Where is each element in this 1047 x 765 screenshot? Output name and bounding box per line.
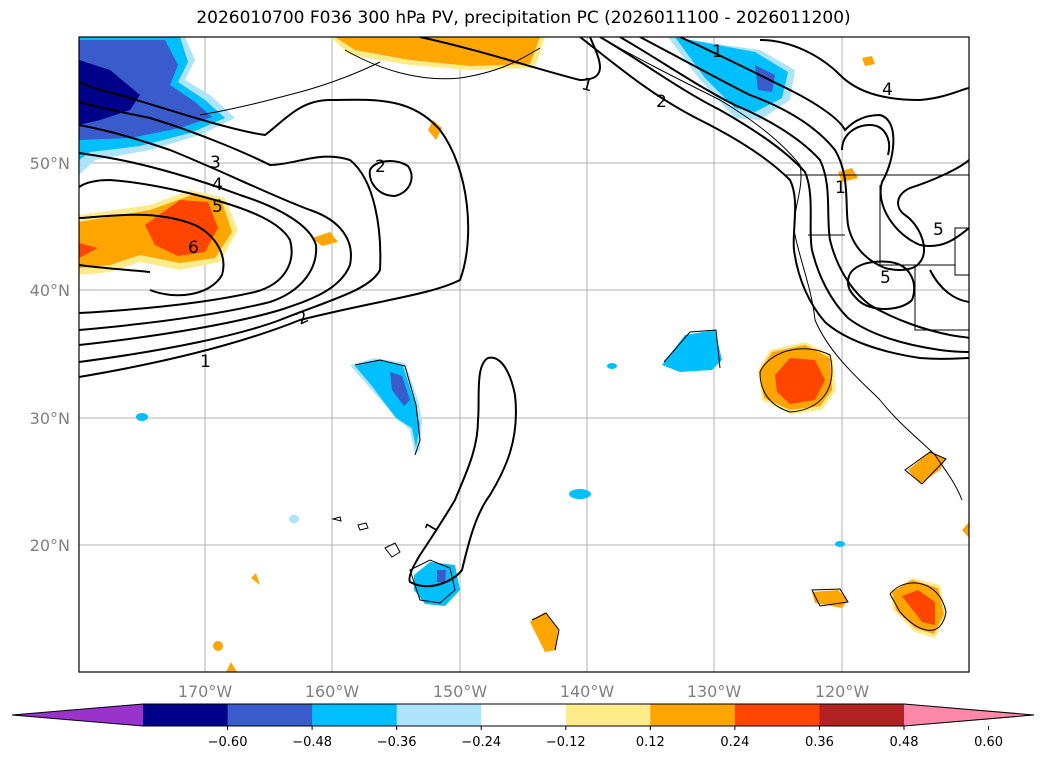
contour-label: 3 (210, 153, 221, 173)
lat-label: 50°N (30, 154, 70, 173)
contour-label: 2 (375, 157, 386, 177)
contour-label: 1 (579, 74, 595, 96)
colorbar-tick-label: 0.12 (636, 735, 665, 750)
colorbar-extend-high (904, 704, 1034, 726)
map-title: 2026010700 F036 300 hPa PV, precipitatio… (196, 8, 851, 28)
contour-label: 4 (882, 80, 893, 100)
lon-label: 140°W (560, 682, 615, 701)
lon-label: 160°W (305, 682, 360, 701)
colorbar-segment (396, 704, 482, 726)
lon-label: 170°W (178, 682, 233, 701)
colorbar-tick-label: −0.12 (546, 735, 586, 750)
contour-label: 5 (880, 268, 891, 288)
colorbar-tick-label: 0.36 (805, 735, 834, 750)
latitude-labels: 50°N 40°N 30°N 20°N (30, 154, 70, 555)
negative-anomaly-fill (79, 37, 845, 606)
contour-label: 6 (188, 238, 199, 258)
colorbar-segment (481, 704, 567, 726)
contour-label: 1 (200, 352, 211, 372)
lat-label: 40°N (30, 281, 70, 300)
pv-contours (79, 37, 969, 588)
colorbar-segment (565, 704, 651, 726)
lon-label: 130°W (687, 682, 742, 701)
lat-label: 30°N (30, 409, 70, 428)
colorbar-tick-label: 0.48 (890, 735, 919, 750)
colorbar-tick-label: −0.48 (292, 735, 332, 750)
contour-label: 1 (835, 178, 846, 198)
colorbar-tick-label: −0.24 (461, 735, 501, 750)
contour-label: 5 (933, 220, 944, 240)
lon-label: 120°W (815, 682, 870, 701)
colorbar-extend-low (12, 704, 143, 726)
contour-label: 5 (212, 197, 223, 217)
colorbar-tick-label: 0.24 (720, 735, 749, 750)
colorbar-tick-label: 0.60 (974, 735, 1003, 750)
plot-area: 1 2 3 4 5 6 2 1 1 2 1 5 5 4 1 (79, 37, 969, 672)
contour-label: 1 (712, 42, 723, 62)
contour-label: 4 (212, 175, 223, 195)
positive-anomaly-fill (79, 37, 969, 672)
contour-label: 2 (656, 92, 667, 112)
plot-frame (78, 36, 970, 673)
colorbar-outline (11, 703, 1035, 727)
colorbar-segment (143, 704, 229, 726)
colorbar: −0.60 −0.48 −0.36 −0.24 −0.12 0.12 0.24 0.36 0.4… (11, 703, 1035, 750)
colorbar-segment (227, 704, 313, 726)
colorbar-segment (312, 704, 398, 726)
colorbar-segment (819, 704, 905, 726)
longitude-labels: 170°W 160°W 150°W 140°W 130°W 120°W (178, 682, 870, 701)
colorbar-segment (734, 704, 820, 726)
colorbar-tick-label: −0.36 (377, 735, 417, 750)
lon-label: 150°W (433, 682, 488, 701)
lat-label: 20°N (30, 536, 70, 555)
colorbar-segment (650, 704, 736, 726)
colorbar-tick-label: −0.60 (208, 735, 248, 750)
